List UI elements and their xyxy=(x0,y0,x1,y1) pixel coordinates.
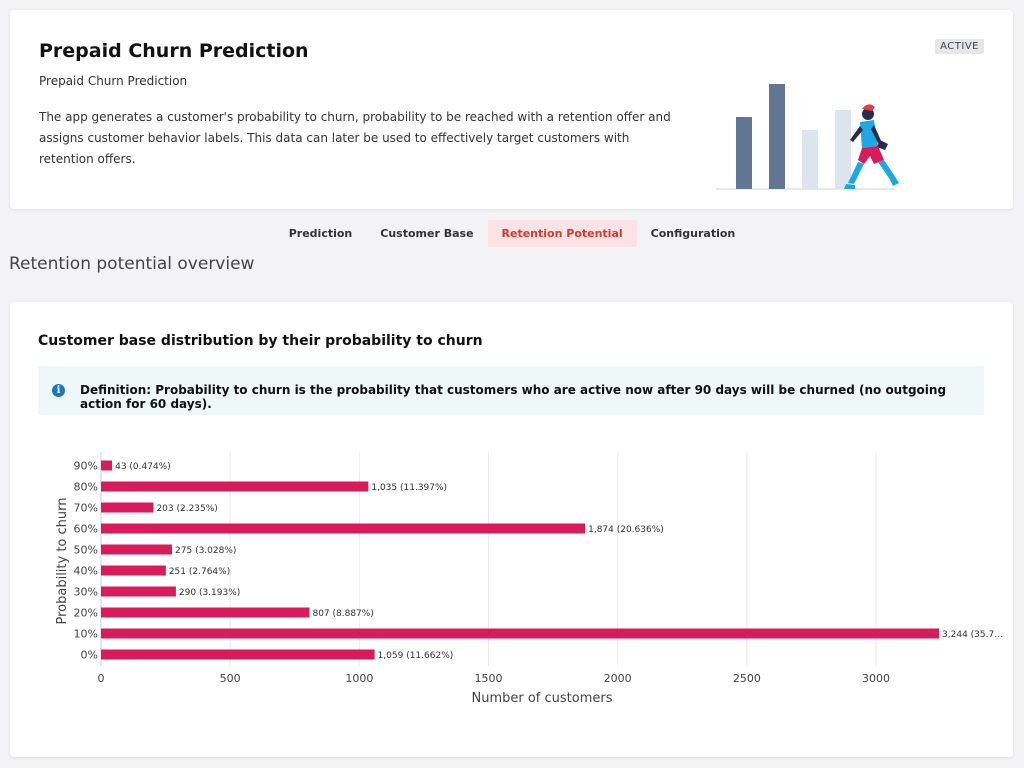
chart-card: Customer base distribution by their prob… xyxy=(10,302,1013,757)
x-tick-label: 0 xyxy=(98,672,105,685)
tab-retention-potential[interactable]: Retention Potential xyxy=(487,220,637,247)
analytics-illustration xyxy=(716,84,899,190)
bar xyxy=(101,544,173,555)
bar xyxy=(101,565,166,576)
y-axis-title: Probability to churn xyxy=(55,497,70,624)
status-badge: ACTIVE xyxy=(935,39,984,54)
y-tick-label: 30% xyxy=(74,586,98,599)
x-tick-label: 1000 xyxy=(345,672,373,685)
y-tick-label: 0% xyxy=(81,649,98,662)
x-tick-label: 3000 xyxy=(862,672,890,685)
x-axis-title: Number of customers xyxy=(471,691,612,706)
app-subtitle: Prepaid Churn Prediction xyxy=(39,74,188,88)
data-label: 203 (2.235%) xyxy=(156,504,217,514)
tab-prediction[interactable]: Prediction xyxy=(288,227,353,240)
x-tick-label: 1500 xyxy=(475,672,503,685)
definition-text: Definition: Probability to churn is the … xyxy=(80,383,947,411)
y-tick-label: 90% xyxy=(74,460,98,473)
data-label: 43 (0.474%) xyxy=(115,462,171,472)
bar xyxy=(101,649,375,660)
app-header-card: Prepaid Churn Prediction Prepaid Churn P… xyxy=(10,10,1013,209)
bar xyxy=(101,607,310,618)
x-tick-label: 2500 xyxy=(733,672,761,685)
bar xyxy=(101,460,113,471)
y-tick-label: 60% xyxy=(74,523,98,536)
data-label: 1,059 (11.662%) xyxy=(378,651,454,661)
bar xyxy=(101,523,586,534)
churn-distribution-chart: 0 500 1000 1500 2000 2500 3000 0% 1,059 (11.662%… xyxy=(10,302,1013,757)
tab-configuration[interactable]: Configuration xyxy=(650,227,736,240)
bar xyxy=(101,481,369,492)
data-label: 290 (3.193%) xyxy=(179,588,240,598)
bar xyxy=(101,502,154,513)
y-tick-label: 50% xyxy=(74,544,98,557)
tab-customer-base[interactable]: Customer Base xyxy=(380,227,474,240)
x-tick-label: 500 xyxy=(220,672,241,685)
app-title: Prepaid Churn Prediction xyxy=(39,40,309,62)
chart-svg: 0 500 1000 1500 2000 2500 3000 0% 1,059 (11.662%… xyxy=(55,452,1003,706)
data-label: 807 (8.887%) xyxy=(312,609,373,619)
data-label: 1,035 (11.397%) xyxy=(371,483,447,493)
x-tick-label: 2000 xyxy=(604,672,632,685)
data-label: 3,244 (35.7… xyxy=(942,630,1003,640)
y-tick-label: 40% xyxy=(74,565,98,578)
info-circle-icon: i xyxy=(52,384,65,397)
bar xyxy=(101,586,176,597)
section-title: Retention potential overview xyxy=(9,254,255,274)
y-tick-label: 20% xyxy=(74,607,98,620)
data-label: 1,874 (20.636%) xyxy=(588,525,664,535)
definition-banner: i Definition: Probability to churn is th… xyxy=(38,366,984,415)
chart-card-title: Customer base distribution by their prob… xyxy=(38,333,483,349)
data-label: 251 (2.764%) xyxy=(169,567,230,577)
app-description: The app generates a customer's probabili… xyxy=(39,110,671,166)
tab-bar: Prediction Customer Base Retention Poten… xyxy=(0,220,1024,247)
bar xyxy=(101,628,940,639)
data-label: 275 (3.028%) xyxy=(175,546,236,556)
y-tick-label: 80% xyxy=(74,481,98,494)
y-tick-label: 10% xyxy=(74,628,98,641)
y-tick-label: 70% xyxy=(74,502,98,515)
